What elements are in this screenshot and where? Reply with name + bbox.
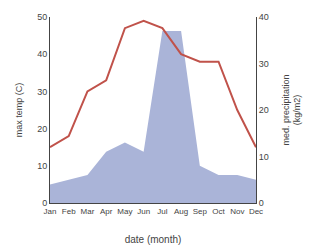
svg-text:30: 30 [37, 87, 47, 97]
svg-text:Feb: Feb [62, 207, 76, 216]
svg-text:10: 10 [37, 161, 47, 171]
svg-text:Jun: Jun [137, 207, 150, 216]
svg-text:Apr: Apr [100, 207, 113, 216]
svg-text:40: 40 [37, 49, 47, 59]
svg-text:30: 30 [259, 59, 269, 69]
svg-text:Sep: Sep [193, 207, 208, 216]
svg-text:Nov: Nov [230, 207, 244, 216]
svg-text:Aug: Aug [174, 207, 188, 216]
svg-text:20: 20 [37, 124, 47, 134]
svg-text:max temp (C): max temp (C) [14, 83, 24, 138]
svg-text:0: 0 [259, 198, 264, 208]
svg-text:50: 50 [37, 12, 47, 22]
svg-text:0: 0 [42, 198, 47, 208]
svg-text:med. precipitation(kg/m2): med. precipitation(kg/m2) [281, 74, 303, 145]
svg-text:Jul: Jul [157, 207, 167, 216]
svg-text:40: 40 [259, 12, 269, 22]
svg-text:date (month): date (month) [125, 234, 182, 245]
svg-text:Dec: Dec [249, 207, 263, 216]
svg-text:May: May [117, 207, 132, 216]
svg-text:10: 10 [259, 152, 269, 162]
svg-text:20: 20 [259, 105, 269, 115]
svg-text:Jan: Jan [44, 207, 57, 216]
svg-text:Oct: Oct [212, 207, 225, 216]
svg-text:Mar: Mar [81, 207, 95, 216]
